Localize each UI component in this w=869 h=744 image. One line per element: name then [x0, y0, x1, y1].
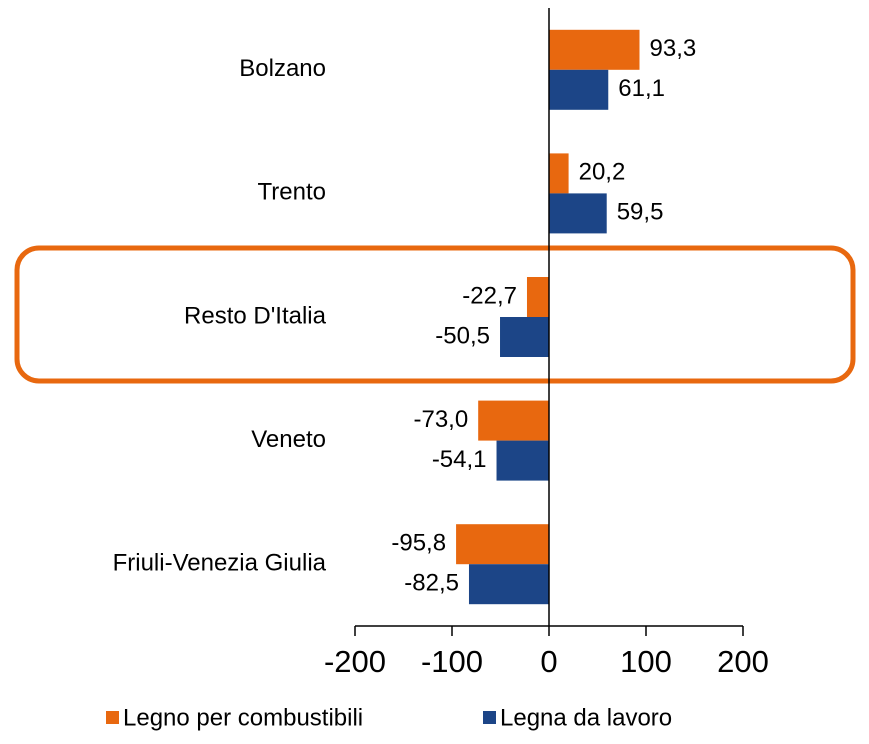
legend-swatch	[483, 711, 496, 724]
x-tick-label: 200	[717, 644, 769, 679]
value-label: -22,7	[462, 282, 517, 309]
value-label: -54,1	[432, 446, 487, 473]
x-tick-label: -100	[421, 644, 483, 679]
legend-label: Legno per combustibili	[123, 704, 363, 731]
bar	[500, 317, 549, 357]
value-label: 59,5	[617, 199, 664, 226]
value-label: 93,3	[650, 35, 697, 62]
value-label: -82,5	[404, 570, 459, 597]
category-label: Bolzano	[239, 55, 326, 82]
x-tick-label: -200	[324, 644, 386, 679]
bar	[456, 524, 549, 565]
category-label: Trento	[258, 179, 326, 206]
bar	[526, 277, 549, 317]
bar	[549, 69, 609, 110]
category-label: Veneto	[251, 426, 326, 453]
category-label: Friuli-Venezia Giulia	[113, 550, 327, 577]
bar	[496, 440, 549, 481]
legend-label: Legna da lavoro	[500, 704, 672, 731]
value-label: 61,1	[618, 75, 665, 102]
bar	[478, 400, 549, 441]
bar	[549, 29, 640, 70]
value-label: -95,8	[391, 530, 446, 557]
bar	[549, 193, 607, 234]
legend-swatch	[106, 711, 119, 724]
category-label: Resto D'Italia	[184, 302, 327, 329]
bar	[468, 564, 549, 605]
value-label: -50,5	[435, 322, 490, 349]
highlight-box	[14, 245, 856, 384]
x-tick-label: 0	[540, 644, 557, 679]
bar	[549, 153, 569, 194]
x-tick-label: 100	[620, 644, 672, 679]
value-label: 20,2	[579, 159, 626, 186]
value-label: -73,0	[413, 406, 468, 433]
